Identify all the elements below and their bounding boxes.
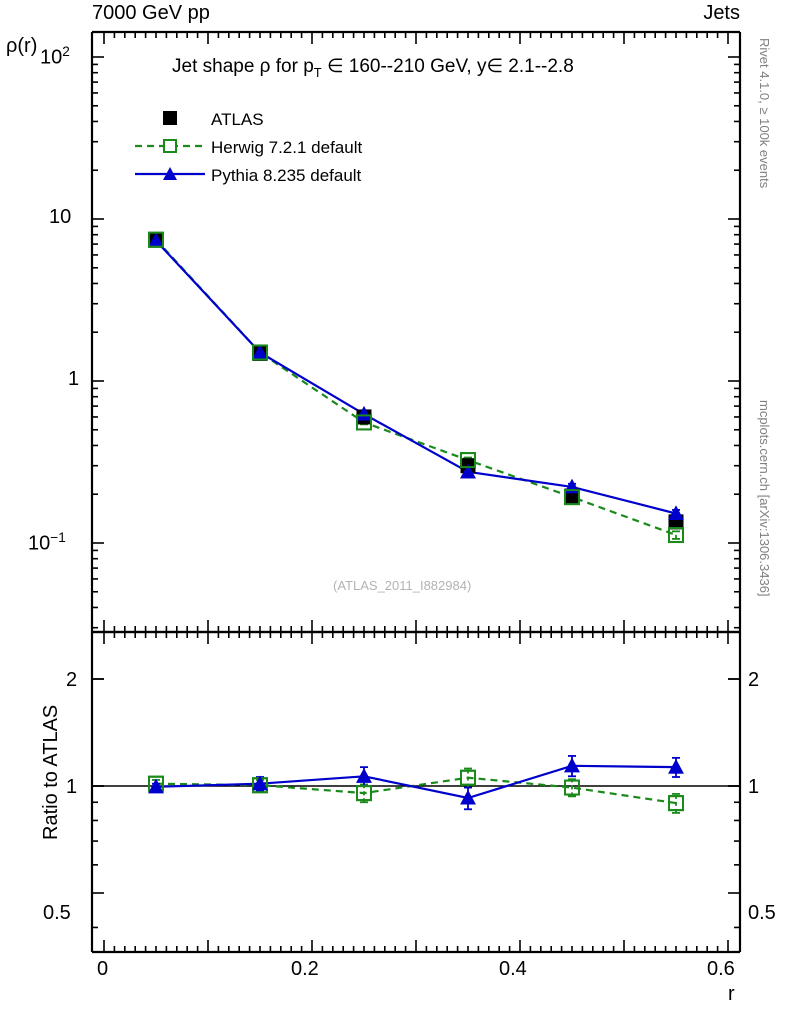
plot-title: Jet shape ρ for pT ∈ 160--210 GeV, y∈ 2.… [172, 56, 574, 80]
herwig-main-marker [252, 344, 268, 361]
y-tick-1e2: 102 [40, 44, 70, 69]
pythia-ratio-line [155, 764, 677, 800]
herwig-main-marker [564, 489, 580, 506]
ratio-y-tick-05-left: 0.5 [43, 902, 71, 924]
ratio-y-tick-1-left: 1 [66, 776, 78, 798]
pythia-main-marker [668, 505, 684, 521]
pythia-ratio-marker [148, 778, 164, 794]
herwig-ratio-marker [564, 779, 580, 796]
header-right: Jets [703, 2, 740, 24]
x-tick-02: 0.2 [291, 958, 319, 980]
herwig-ratio-marker [356, 785, 372, 802]
legend-label-atlas: ATLAS [211, 110, 264, 129]
x-tick-06: 0.6 [707, 958, 735, 980]
ratio-y-tick-2-left: 2 [66, 669, 78, 691]
herwig-main-line [155, 238, 677, 537]
ratio-y-tick-05-right: 0.5 [748, 902, 776, 924]
pythia-ratio-marker [564, 757, 580, 773]
pythia-main-line [155, 239, 677, 515]
legend-marker-herwig [163, 139, 177, 153]
y-axis-label-main: ρ(r) [6, 35, 38, 57]
herwig-ratio-marker [668, 795, 684, 812]
y-tick-1e-1: 10−1 [28, 530, 66, 555]
y-tick-1: 1 [68, 368, 80, 390]
legend-label-pythia: Pythia 8.235 default [211, 166, 362, 185]
herwig-main-marker [356, 414, 372, 431]
herwig-ratio-marker [460, 769, 476, 786]
header-left: 7000 GeV pp [92, 2, 210, 24]
pythia-main-marker [460, 463, 476, 479]
herwig-main-marker [460, 452, 476, 469]
herwig-ratio-line [155, 776, 677, 805]
pythia-ratio-marker [668, 759, 684, 774]
ratio-y-tick-2-right: 2 [748, 669, 760, 691]
x-tick-0: 0 [97, 958, 109, 980]
pythia-ratio-marker [356, 768, 372, 783]
legend-marker-pythia [163, 167, 177, 180]
herwig-main-marker [148, 231, 164, 248]
x-tick-04: 0.4 [499, 958, 527, 980]
pythia-ratio-marker [460, 789, 476, 805]
ratio-y-tick-1-right: 1 [748, 776, 760, 798]
x-axis-label: r [728, 983, 735, 1005]
pythia-main-marker [356, 406, 372, 421]
legend-label-herwig: Herwig 7.2.1 default [211, 138, 363, 157]
y-tick-10: 10 [49, 206, 72, 228]
pythia-ratio-marker [252, 775, 268, 791]
analysis-watermark: (ATLAS_2011_I882984) [333, 578, 472, 593]
herwig-main-marker [668, 527, 684, 544]
legend-marker-atlas [163, 111, 177, 125]
